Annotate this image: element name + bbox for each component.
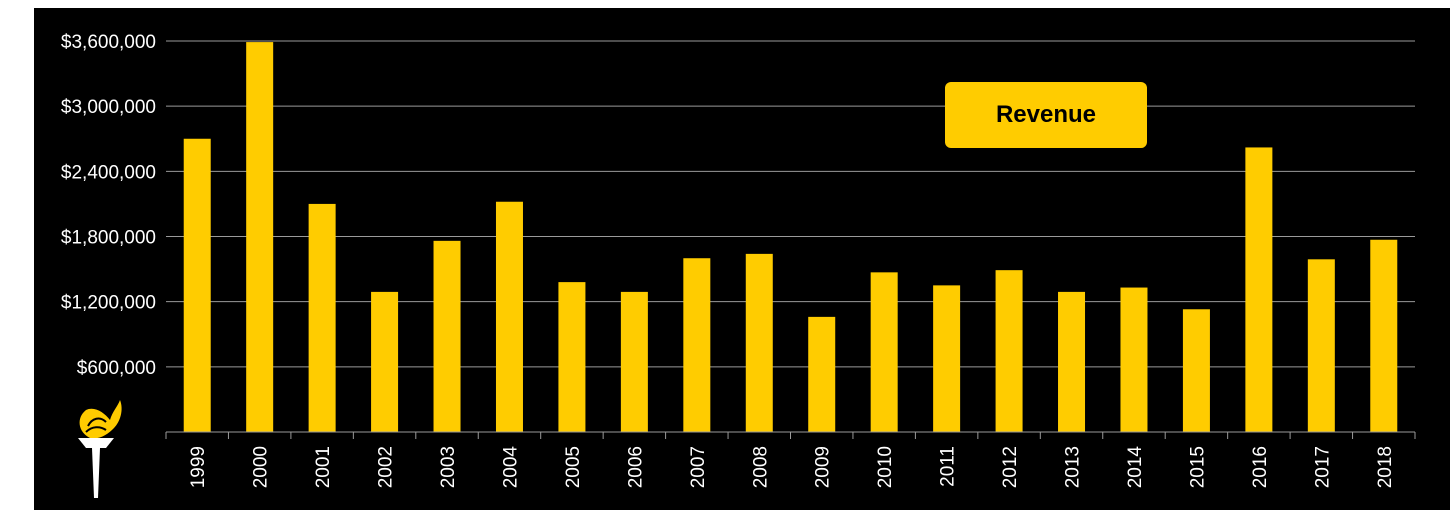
bar-2003 bbox=[434, 241, 461, 432]
bar-2010 bbox=[871, 272, 898, 432]
y-tick-label: $3,600,000 bbox=[61, 32, 156, 53]
x-tick-label-2014: 2014 bbox=[1125, 446, 1146, 489]
x-tick-label-2008: 2008 bbox=[750, 446, 771, 488]
y-tick-label: $600,000 bbox=[77, 358, 156, 379]
x-tick-label-2002: 2002 bbox=[376, 446, 397, 488]
bar-2005 bbox=[558, 282, 585, 432]
bar-1999 bbox=[184, 139, 211, 432]
bar-2002 bbox=[371, 292, 398, 432]
x-tick-label-2005: 2005 bbox=[563, 446, 584, 488]
y-tick-label: $3,000,000 bbox=[61, 97, 156, 118]
x-tick-label-2018: 2018 bbox=[1375, 446, 1396, 488]
bar-2008 bbox=[746, 254, 773, 432]
x-tick-label-1999: 1999 bbox=[188, 446, 209, 488]
x-tick-label-2001: 2001 bbox=[313, 446, 334, 488]
y-tick-label: $1,800,000 bbox=[61, 228, 156, 249]
x-axis bbox=[166, 432, 1415, 439]
bar-2012 bbox=[996, 270, 1023, 432]
bar-2015 bbox=[1183, 309, 1210, 432]
torch-logo-icon bbox=[78, 400, 122, 498]
x-tick-label-2012: 2012 bbox=[1000, 446, 1021, 488]
x-tick-label-2003: 2003 bbox=[438, 446, 459, 488]
bar-2016 bbox=[1245, 147, 1272, 432]
y-tick-label: $2,400,000 bbox=[61, 162, 156, 183]
x-tick-label-2007: 2007 bbox=[688, 446, 709, 488]
bars bbox=[184, 42, 1398, 432]
bar-2017 bbox=[1308, 259, 1335, 432]
x-tick-label-2015: 2015 bbox=[1187, 446, 1208, 488]
x-tick-label-2006: 2006 bbox=[625, 446, 646, 488]
x-tick-label-2016: 2016 bbox=[1250, 446, 1271, 488]
x-tick-label-2011: 2011 bbox=[938, 446, 959, 487]
x-tick-label-2004: 2004 bbox=[500, 446, 521, 489]
legend-label: Revenue bbox=[945, 82, 1147, 148]
y-tick-labels: $600,000 $1,200,000 $1,800,000 $2,400,000 $3… bbox=[61, 32, 156, 379]
x-tick-label-2017: 2017 bbox=[1312, 446, 1333, 488]
bar-2014 bbox=[1120, 288, 1147, 432]
y-tick-label: $1,200,000 bbox=[61, 293, 156, 314]
bar-2018 bbox=[1370, 240, 1397, 432]
bar-2011 bbox=[933, 285, 960, 432]
bar-2001 bbox=[309, 204, 336, 432]
bar-2004 bbox=[496, 202, 523, 432]
bar-2009 bbox=[808, 317, 835, 432]
x-tick-label-2009: 2009 bbox=[813, 446, 834, 488]
x-tick-label-2000: 2000 bbox=[251, 446, 272, 488]
x-tick-label-2010: 2010 bbox=[875, 446, 896, 488]
x-tick-label-2013: 2013 bbox=[1063, 446, 1084, 488]
bar-2007 bbox=[683, 258, 710, 432]
bar-2006 bbox=[621, 292, 648, 432]
revenue-bar-chart: $600,000 $1,200,000 $1,800,000 $2,400,000 $3… bbox=[34, 8, 1450, 510]
gridlines bbox=[166, 41, 1415, 367]
bar-2000 bbox=[246, 42, 273, 432]
x-tick-labels: 1999 2000 2001 2002 2003 2004 2005 2006 2007 2008… bbox=[188, 446, 1396, 489]
bar-2013 bbox=[1058, 292, 1085, 432]
chart-panel: $600,000 $1,200,000 $1,800,000 $2,400,000 $3… bbox=[34, 8, 1450, 510]
